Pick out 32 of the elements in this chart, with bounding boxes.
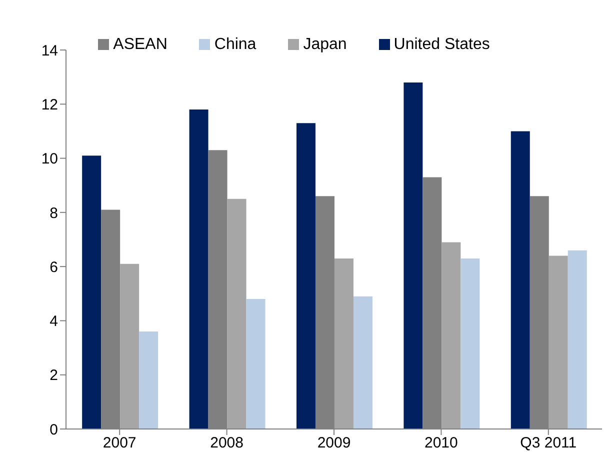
- y-tick-label: 8: [50, 204, 58, 222]
- bar: [246, 299, 266, 429]
- bar: [227, 198, 246, 429]
- bar: [568, 250, 587, 429]
- y-tick-label: 10: [41, 150, 58, 168]
- bar: [189, 110, 208, 429]
- y-tick-label: 6: [50, 258, 58, 276]
- bar: [442, 242, 461, 429]
- bar: [139, 332, 158, 429]
- bar: [120, 264, 140, 429]
- legend-label: Japan: [303, 36, 347, 53]
- bar: [460, 258, 480, 429]
- x-tick-label: 2008: [210, 434, 244, 452]
- bar: [296, 123, 316, 429]
- bar: [82, 156, 102, 429]
- bar: [334, 258, 354, 429]
- y-tick-label: 2: [50, 367, 58, 384]
- x-tick-label: Q3 2011: [520, 434, 577, 452]
- bar: [353, 296, 372, 429]
- legend-label: ASEAN: [113, 36, 168, 53]
- legend-label: United States: [394, 36, 490, 53]
- legend-label: China: [214, 36, 256, 53]
- x-tick-label: 2010: [424, 434, 458, 452]
- bar: [404, 82, 423, 429]
- x-tick-label: 2009: [317, 434, 351, 452]
- y-tick-label: 14: [41, 42, 58, 60]
- bar: [548, 256, 568, 429]
- y-tick-label: 4: [50, 313, 58, 330]
- x-tick-label: 2007: [102, 434, 136, 452]
- y-tick-label: 0: [50, 421, 58, 438]
- y-tick-label: 12: [41, 96, 58, 114]
- bar: [510, 131, 530, 429]
